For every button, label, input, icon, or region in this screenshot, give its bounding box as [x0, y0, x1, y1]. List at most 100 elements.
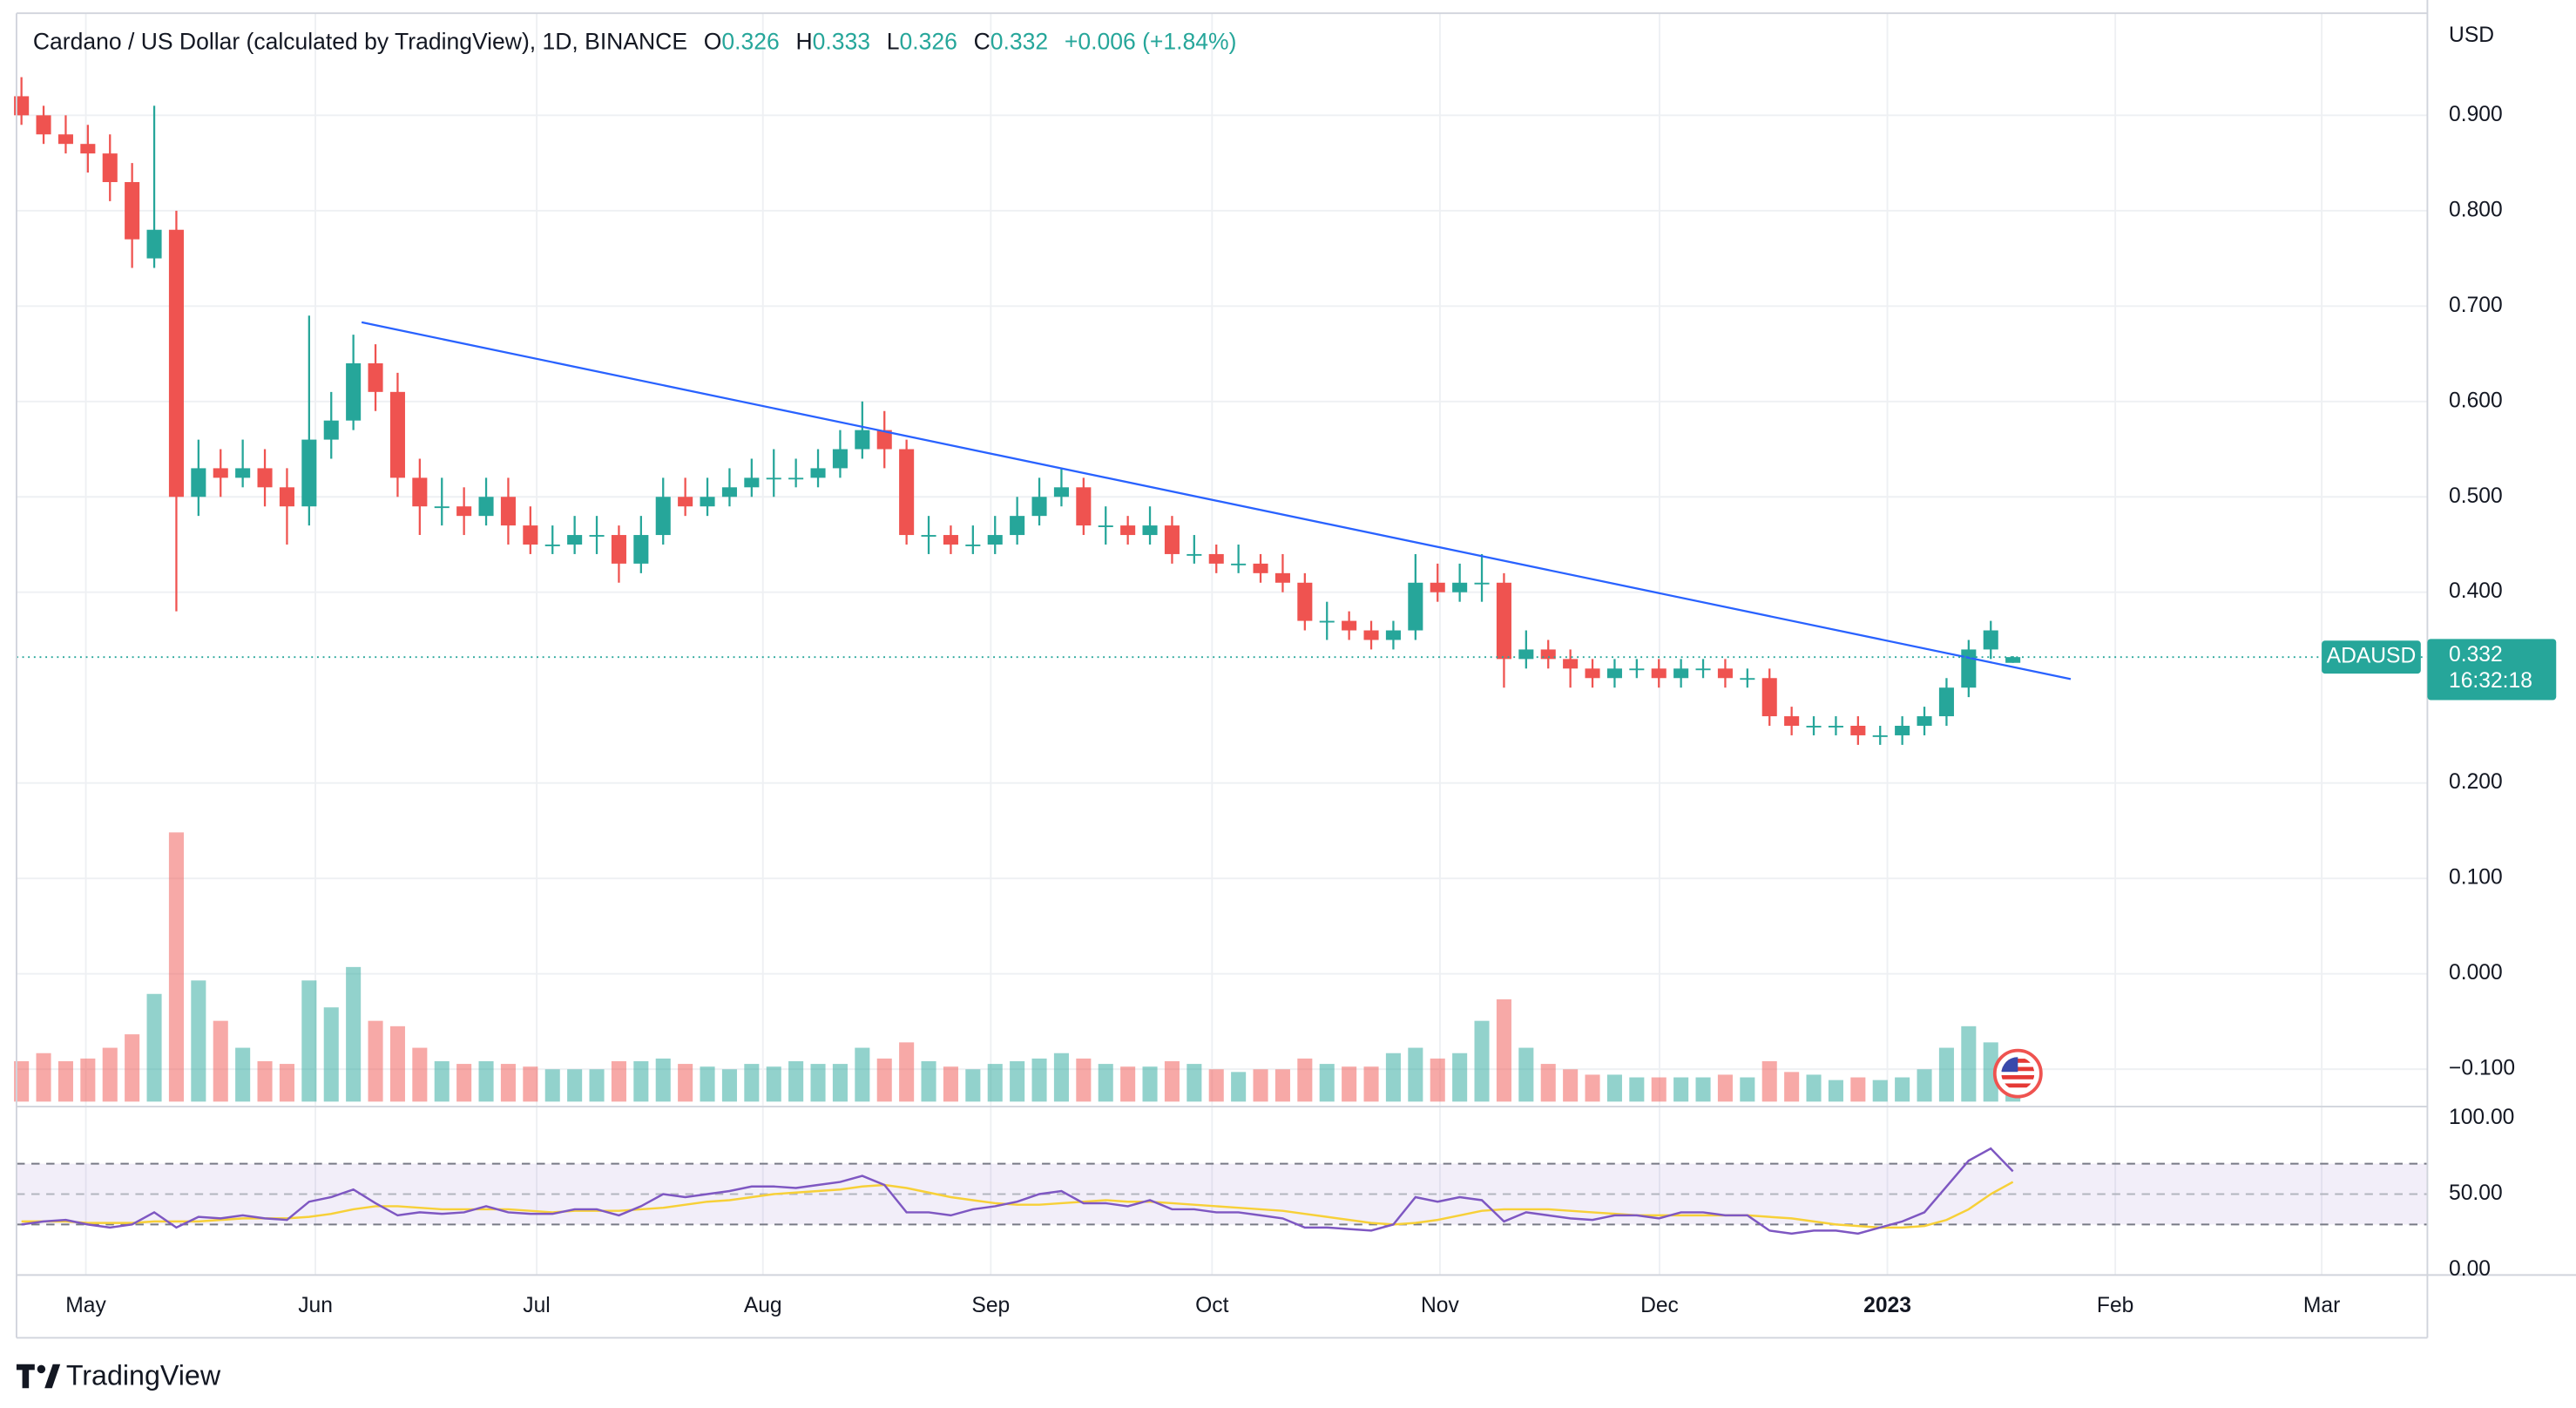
logo: TradingView: [16, 1359, 221, 1391]
candle-body: [14, 96, 30, 116]
candle-body: [1474, 582, 1490, 585]
candle-body: [1010, 516, 1025, 536]
candle-body: [36, 115, 51, 135]
candle-body: [633, 535, 649, 564]
volume-bar: [323, 1007, 339, 1102]
volume-bar: [788, 1060, 804, 1102]
candle-body: [323, 420, 339, 440]
candle-body: [523, 525, 538, 545]
volume-bar: [1895, 1077, 1910, 1102]
volume-bar: [1540, 1064, 1556, 1102]
x-tick-label: Sep: [971, 1294, 1010, 1317]
volume-bar: [876, 1058, 892, 1102]
volume-bar: [1961, 1026, 1977, 1102]
candle-body: [102, 153, 118, 182]
volume-bar: [80, 1058, 96, 1102]
symbol-title: Cardano / US Dollar (calculated by Tradi…: [33, 28, 687, 54]
candle-body: [1076, 487, 1092, 526]
x-tick-label: May: [65, 1294, 106, 1317]
volume-bar: [721, 1069, 737, 1102]
candle-body: [1274, 572, 1290, 583]
y-tick-label: 0.400: [2449, 579, 2503, 603]
event-flag-icon[interactable]: [1992, 1048, 2043, 1099]
candle-body: [1187, 553, 1202, 556]
candle-body: [478, 497, 494, 517]
volume-bar: [1253, 1069, 1268, 1102]
volume-bar: [1231, 1072, 1247, 1102]
volume-bar: [1806, 1074, 1822, 1102]
candle-body: [1983, 630, 1998, 650]
candle-body: [1496, 582, 1511, 660]
candle-body: [655, 497, 671, 536]
volume-bar: [191, 980, 206, 1102]
volume-bar: [1142, 1066, 1158, 1102]
candle-body: [1938, 687, 1954, 717]
volume-bar: [1474, 1020, 1490, 1102]
volume-bar: [1430, 1058, 1445, 1102]
y-tick-label: 0.700: [2449, 294, 2503, 317]
candle-body: [1540, 649, 1556, 660]
candle-body: [213, 468, 228, 478]
candle-body: [899, 449, 915, 536]
x-tick-label: 2023: [1863, 1294, 1911, 1317]
ohlc-label: C: [974, 28, 991, 54]
volume-bar: [810, 1064, 826, 1102]
price-tag-value: 0.332: [2449, 643, 2503, 667]
candle-body: [235, 468, 251, 478]
volume-bar: [456, 1064, 472, 1102]
rsi-ma-line: [21, 1181, 2014, 1229]
y-tick-label: 0.900: [2449, 103, 2503, 126]
volume-bar: [14, 1060, 30, 1102]
candle-body: [1828, 726, 1843, 728]
volume-bar: [257, 1060, 273, 1102]
volume-bar: [1828, 1080, 1843, 1102]
ohlc-value: 0.332: [991, 28, 1048, 54]
volume-bar: [1651, 1077, 1667, 1102]
flag[interactable]: [2001, 1057, 2035, 1091]
candle-body: [301, 439, 317, 507]
x-tick-label: Jul: [523, 1294, 550, 1317]
candle-body: [721, 487, 737, 498]
volume-bar: [965, 1069, 981, 1102]
volume-bar: [1385, 1053, 1401, 1102]
volume-bar: [1408, 1047, 1423, 1102]
candle-body: [921, 535, 936, 537]
candle-body: [1585, 668, 1600, 679]
candle-body: [1917, 716, 1932, 727]
volume-bar: [855, 1047, 870, 1102]
volume-bar: [589, 1069, 605, 1102]
candle-body: [1319, 620, 1335, 623]
candle-body: [146, 229, 162, 259]
candle-body: [1031, 497, 1047, 517]
candle-body: [1895, 726, 1910, 735]
volume-bar: [1342, 1066, 1357, 1102]
candle-body: [1142, 525, 1158, 536]
candle-body: [279, 487, 294, 507]
candle-body: [1717, 668, 1733, 679]
candle-body: [1695, 668, 1711, 671]
x-tick-label: Nov: [1421, 1294, 1459, 1317]
x-tick-label: Aug: [744, 1294, 782, 1317]
candle-body: [1961, 649, 1977, 688]
volume-bar: [899, 1042, 915, 1102]
volume-bar: [567, 1069, 583, 1102]
y-tick-label: 0.000: [2449, 961, 2503, 985]
volume-bar: [168, 832, 184, 1102]
volume-bar: [1319, 1064, 1335, 1102]
candle-body: [700, 497, 715, 507]
candle-body: [544, 544, 560, 546]
volume-bar: [1563, 1069, 1579, 1102]
volume-bar: [1872, 1080, 1888, 1102]
volume-bar: [544, 1069, 560, 1102]
volume-bar: [1518, 1047, 1534, 1102]
volume-bar: [744, 1064, 760, 1102]
candle-body: [1253, 563, 1268, 573]
rsi-tick-label: 50.00: [2449, 1181, 2503, 1205]
volume-bar: [1850, 1077, 1866, 1102]
candle-body: [744, 477, 760, 488]
volume-bar: [213, 1020, 228, 1102]
ohlc-value: 0.333: [813, 28, 870, 54]
candle-body: [1740, 678, 1755, 680]
